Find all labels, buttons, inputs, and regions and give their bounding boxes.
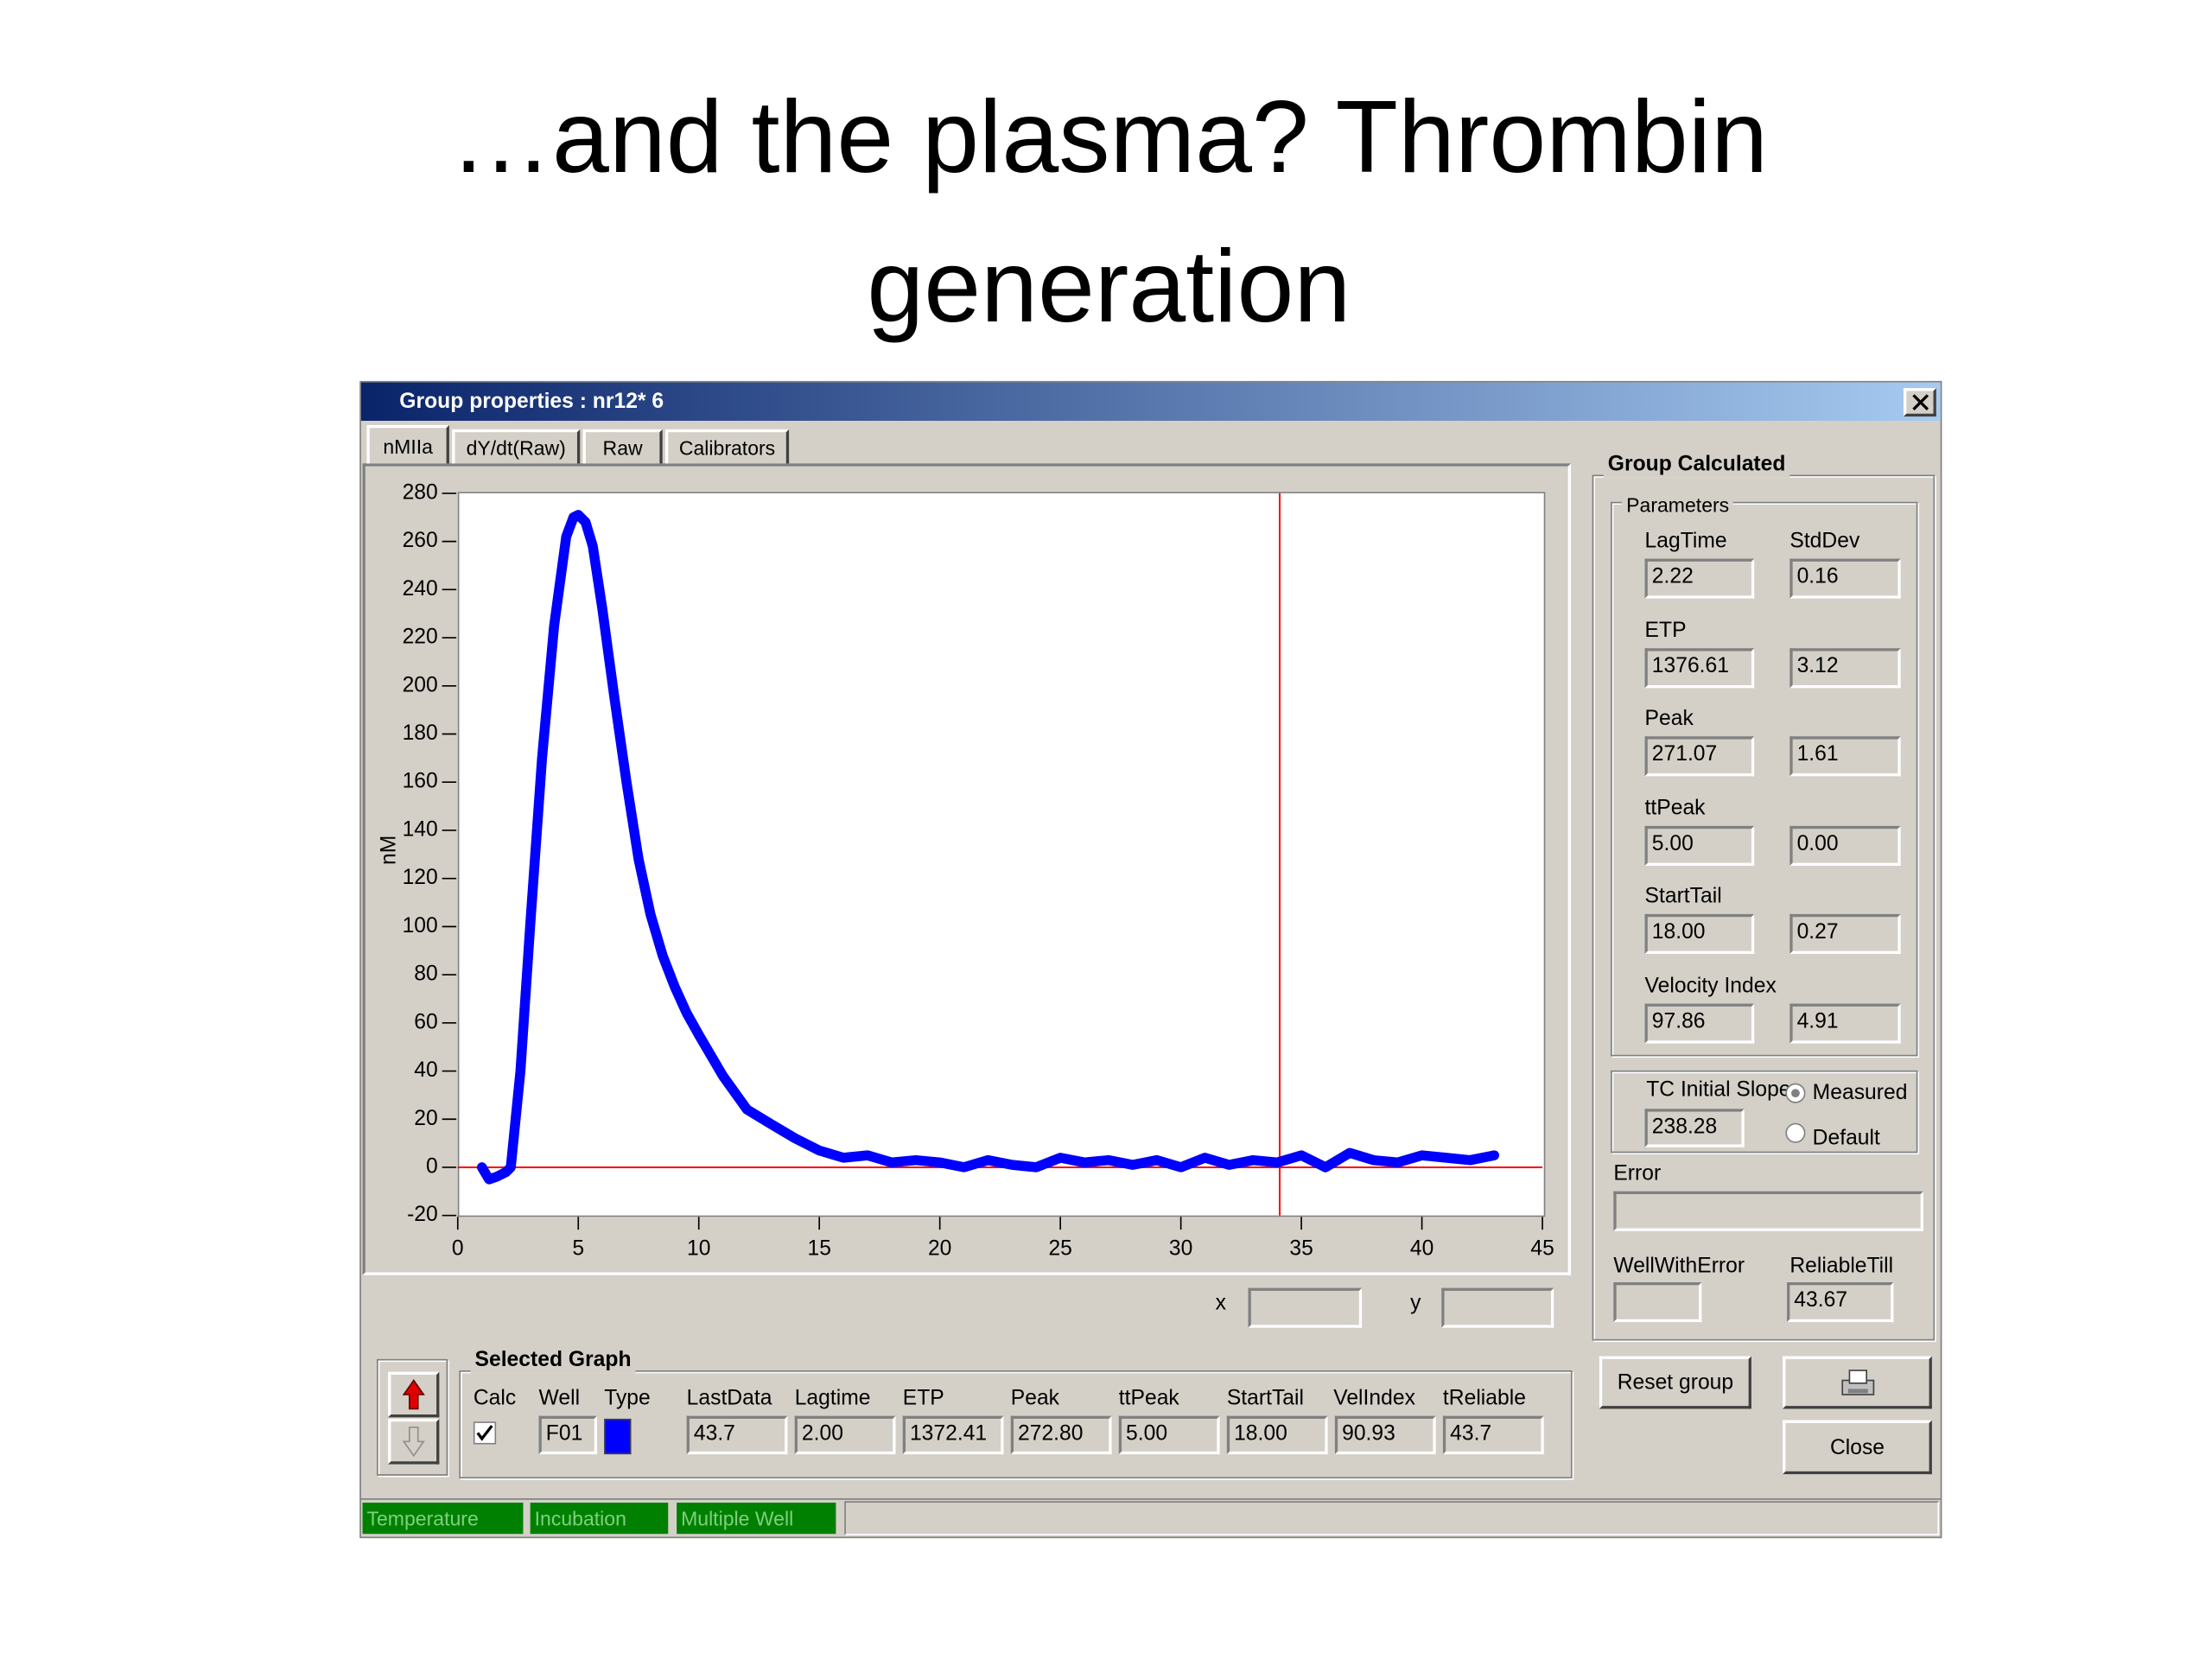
parameter-label: StartTail xyxy=(1644,884,1722,909)
cell-value[interactable]: 90.93 xyxy=(1334,1415,1436,1455)
parameter-label: ttPeak xyxy=(1644,796,1706,820)
parameter-value[interactable]: 1376.61 xyxy=(1644,647,1755,688)
cell-value[interactable]: 272.80 xyxy=(1010,1415,1112,1455)
column-header: Well xyxy=(538,1386,581,1411)
parameter-value[interactable]: 97.86 xyxy=(1644,1003,1755,1044)
tc-option: Default xyxy=(1812,1126,1880,1150)
column-header: VelIndex xyxy=(1333,1386,1415,1411)
status-indicator: Multiple Well xyxy=(677,1503,836,1535)
parameter-std[interactable]: 4.91 xyxy=(1789,1003,1901,1044)
cursor-x-box[interactable] xyxy=(1248,1287,1363,1328)
tc-value[interactable]: 238.28 xyxy=(1644,1109,1745,1147)
parameter-std[interactable]: 0.00 xyxy=(1789,825,1901,866)
cell-value[interactable]: 1372.41 xyxy=(902,1415,1004,1455)
column-header: Lagtime xyxy=(794,1386,871,1411)
status-bar xyxy=(360,1498,1941,1536)
parameters-box xyxy=(1611,501,1918,1057)
tab[interactable]: nMIIa xyxy=(366,424,449,464)
column-header: StartTail xyxy=(1226,1386,1304,1411)
up-button[interactable] xyxy=(388,1371,440,1418)
cursor-x-label: x xyxy=(1215,1290,1227,1315)
parameter-value[interactable]: 18.00 xyxy=(1644,914,1755,955)
print-button[interactable] xyxy=(1783,1356,1932,1409)
parameter-label: Peak xyxy=(1644,706,1694,731)
cell-value[interactable]: 43.7 xyxy=(1442,1415,1544,1455)
chart-panel xyxy=(362,463,1571,1275)
status-indicator: Temperature xyxy=(362,1503,524,1535)
tc-option: Measured xyxy=(1808,1080,1908,1106)
error-box[interactable] xyxy=(1613,1191,1924,1231)
up-arrow xyxy=(402,1379,425,1410)
reset-button[interactable]: Reset group xyxy=(1599,1356,1751,1409)
parameter-std[interactable]: 0.27 xyxy=(1789,914,1901,955)
tab[interactable]: Calibrators xyxy=(664,429,790,464)
tc-box xyxy=(1611,1070,1918,1154)
parameter-std[interactable]: 3.12 xyxy=(1789,647,1901,688)
window-title: Group properties : nr12* 6 xyxy=(399,389,664,414)
cell-value[interactable]: 2.00 xyxy=(794,1415,896,1455)
column-header: Peak xyxy=(1010,1386,1060,1411)
tab[interactable]: Raw xyxy=(582,429,663,464)
parameters-title: Parameters xyxy=(1622,492,1734,518)
parameter-value[interactable]: 5.00 xyxy=(1644,825,1755,866)
calc-checkbox[interactable] xyxy=(473,1421,497,1445)
print-icon xyxy=(1840,1369,1874,1395)
close-button[interactable]: Close xyxy=(1783,1420,1932,1475)
parameter-label: Velocity Index xyxy=(1644,973,1777,998)
reliable-till-box[interactable]: 43.67 xyxy=(1787,1282,1894,1323)
radio-default[interactable] xyxy=(1785,1122,1806,1143)
reliable-till-label: ReliableTill xyxy=(1789,1254,1894,1279)
cursor-y-label: y xyxy=(1410,1290,1421,1315)
cursor-y-box[interactable] xyxy=(1441,1287,1554,1328)
parameter-std[interactable]: 0.16 xyxy=(1789,558,1901,599)
check-glyph xyxy=(476,1425,493,1441)
cell-value[interactable]: 5.00 xyxy=(1118,1415,1220,1455)
arrow-box xyxy=(376,1358,448,1476)
type-swatch xyxy=(604,1418,632,1455)
column-header: Type xyxy=(604,1386,651,1411)
radio-measured[interactable] xyxy=(1785,1083,1806,1103)
down-button[interactable] xyxy=(388,1418,440,1465)
radio-dot xyxy=(1791,1089,1800,1098)
well-with-error-label: WellWithError xyxy=(1613,1254,1745,1279)
cell-value[interactable]: 43.7 xyxy=(686,1415,788,1455)
down-arrow xyxy=(402,1426,425,1458)
status-panel xyxy=(844,1501,1940,1535)
title-bar xyxy=(360,382,1941,421)
parameter-value[interactable]: 271.07 xyxy=(1644,736,1755,777)
parameter-std[interactable]: 1.61 xyxy=(1789,736,1901,777)
group-title: Group Calculated xyxy=(1603,452,1790,478)
parameter-value[interactable]: 2.22 xyxy=(1644,558,1755,599)
well-box[interactable]: F01 xyxy=(538,1415,598,1455)
error-label: Error xyxy=(1613,1161,1662,1186)
selected-graph-title: Selected Graph xyxy=(470,1347,636,1374)
parameter-label: LagTime xyxy=(1644,529,1727,553)
selected-graph-box xyxy=(459,1370,1573,1479)
std-header: StdDev xyxy=(1789,529,1860,553)
parameter-label: ETP xyxy=(1644,618,1687,642)
column-header: ttPeak xyxy=(1118,1386,1179,1411)
close-icon[interactable] xyxy=(1903,388,1936,417)
tc-label: TC Initial Slope xyxy=(1646,1077,1791,1103)
cell-value[interactable]: 18.00 xyxy=(1226,1415,1328,1455)
well-with-error-box[interactable] xyxy=(1613,1282,1702,1323)
status-indicator: Incubation xyxy=(530,1503,669,1535)
column-header: Calc xyxy=(473,1386,517,1411)
column-header: ETP xyxy=(902,1386,944,1411)
column-header: tReliable xyxy=(1442,1386,1526,1411)
close-glyph xyxy=(1911,394,1929,410)
column-header: LastData xyxy=(686,1386,772,1411)
tab[interactable]: dY/dt(Raw) xyxy=(452,429,581,464)
plot-area xyxy=(457,492,1546,1217)
slide-title: …and the plasma? Thrombin generation xyxy=(449,80,1769,345)
